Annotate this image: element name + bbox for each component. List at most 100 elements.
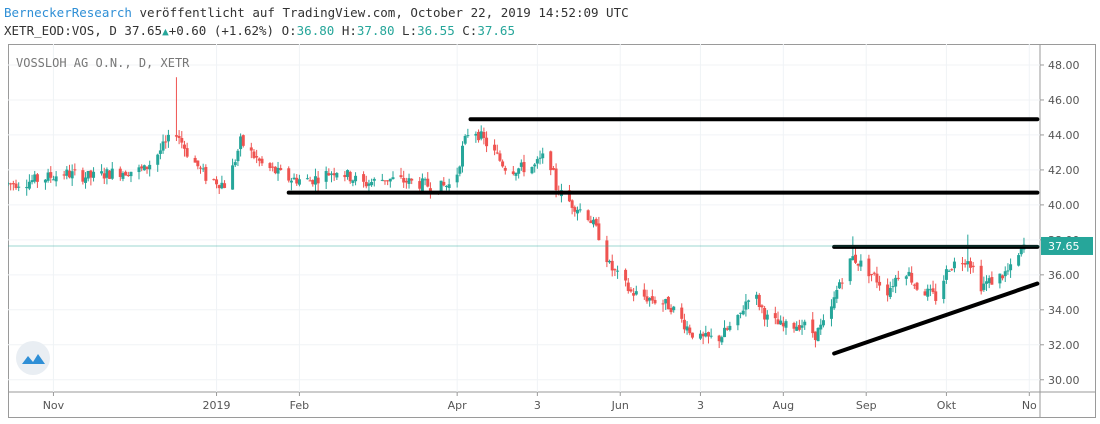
candle-up <box>894 277 898 287</box>
candle-up <box>530 166 534 174</box>
candle-down <box>124 171 128 176</box>
candle-up <box>944 269 948 280</box>
candle-up <box>709 335 713 337</box>
candle-up <box>8 183 10 185</box>
candle-down <box>196 160 200 167</box>
candle-down <box>613 269 617 271</box>
candle-up <box>276 167 280 174</box>
candle-up <box>942 280 946 299</box>
time-tick-label: 2019 <box>203 399 231 412</box>
candle-down <box>223 183 227 188</box>
candle-up <box>608 260 612 263</box>
candle-down <box>204 166 208 181</box>
candle-up <box>533 164 537 167</box>
candle-down <box>35 174 39 182</box>
candle-down <box>260 158 264 164</box>
candle-down <box>854 254 858 263</box>
candle-up <box>479 131 483 139</box>
candle-up <box>30 180 34 183</box>
drawn-lines[interactable] <box>286 117 1040 356</box>
grid <box>8 44 1040 392</box>
candle-down <box>255 156 259 158</box>
candle-up <box>335 173 339 178</box>
candle-up <box>70 171 74 179</box>
candle-down <box>642 289 646 297</box>
candle-up <box>474 133 478 136</box>
price-tick-label: 48.00 <box>1048 59 1080 72</box>
time-tick-label: Jun <box>611 399 629 412</box>
candle-down <box>650 296 654 301</box>
candle-up <box>129 171 133 177</box>
candle-down <box>241 135 245 146</box>
candle-down <box>426 178 430 187</box>
drawn-line-rising-trendline[interactable] <box>832 281 1040 356</box>
candle-down <box>725 328 729 330</box>
candle-up <box>156 154 160 165</box>
price-tick-label: 44.00 <box>1048 129 1080 142</box>
candle-up <box>578 209 582 211</box>
candle-down <box>573 207 577 212</box>
candle-down <box>511 171 515 175</box>
candle-up <box>444 185 448 187</box>
candle-down <box>212 179 216 181</box>
candle-down <box>9 183 13 185</box>
candle-down <box>586 210 590 220</box>
candle-up <box>330 173 334 175</box>
candle-down <box>971 265 975 268</box>
candle-up <box>1006 270 1010 272</box>
candle-up <box>391 177 395 180</box>
candle-down <box>666 296 670 310</box>
candle-down <box>597 223 601 241</box>
candle-down <box>343 174 347 178</box>
candle-up <box>966 261 970 265</box>
candle-down <box>327 173 331 176</box>
candle-up <box>987 278 991 284</box>
candle-up <box>514 173 518 176</box>
brand-link[interactable]: BerneckerResearch <box>4 5 132 20</box>
logo-circle <box>16 341 50 375</box>
candle-down <box>706 332 710 337</box>
candle-up <box>859 260 863 267</box>
candle-down <box>680 307 684 319</box>
candle-down <box>632 293 636 296</box>
candle-up <box>351 180 355 183</box>
candle-down <box>11 183 15 185</box>
time-axis[interactable]: Nov 2019 Feb Apr 3 Jun 3 Aug Sep Okt No <box>43 392 1037 412</box>
candle-down <box>177 135 181 139</box>
candle-down <box>629 289 633 292</box>
candle-down <box>268 163 272 169</box>
candle-down <box>610 260 614 271</box>
candle-up <box>1009 264 1013 271</box>
symbol-label: XETR_EOD:VOS, D <box>4 23 117 38</box>
time-tick-label: Apr <box>448 399 468 412</box>
candle-up <box>289 180 293 183</box>
candle-up <box>685 326 689 331</box>
candle-down <box>73 169 77 171</box>
candle-down <box>485 137 489 147</box>
tradingview-cloud-icon[interactable] <box>16 341 50 375</box>
candle-up <box>891 286 895 288</box>
candle-up <box>148 164 152 170</box>
candle-up <box>819 324 823 330</box>
candle-up <box>837 282 841 289</box>
candle-up <box>816 328 820 342</box>
candle-up <box>346 170 350 177</box>
publish-header: BerneckerResearch veröffentlicht auf Tra… <box>4 5 629 20</box>
candle-down <box>198 167 202 169</box>
candle-down <box>185 148 189 157</box>
candle-up <box>784 321 788 328</box>
candle-down <box>760 305 764 308</box>
candle-up <box>765 314 769 320</box>
time-tick-label: 3 <box>534 399 541 412</box>
candle-down <box>174 135 178 137</box>
candle-up <box>1019 247 1023 255</box>
candle-down <box>348 171 352 182</box>
candle-down <box>567 190 571 202</box>
candle-down <box>867 258 871 277</box>
candle-up <box>84 177 88 183</box>
candle-down <box>910 272 914 283</box>
candle-up <box>634 291 638 295</box>
price-chart[interactable]: VOSSLOH AG O.N., D, XETR 48.00 46.00 44.00… <box>8 44 1096 418</box>
publish-info: veröffentlicht auf TradingView.com, Octo… <box>131 5 629 20</box>
candle-down <box>781 322 785 327</box>
